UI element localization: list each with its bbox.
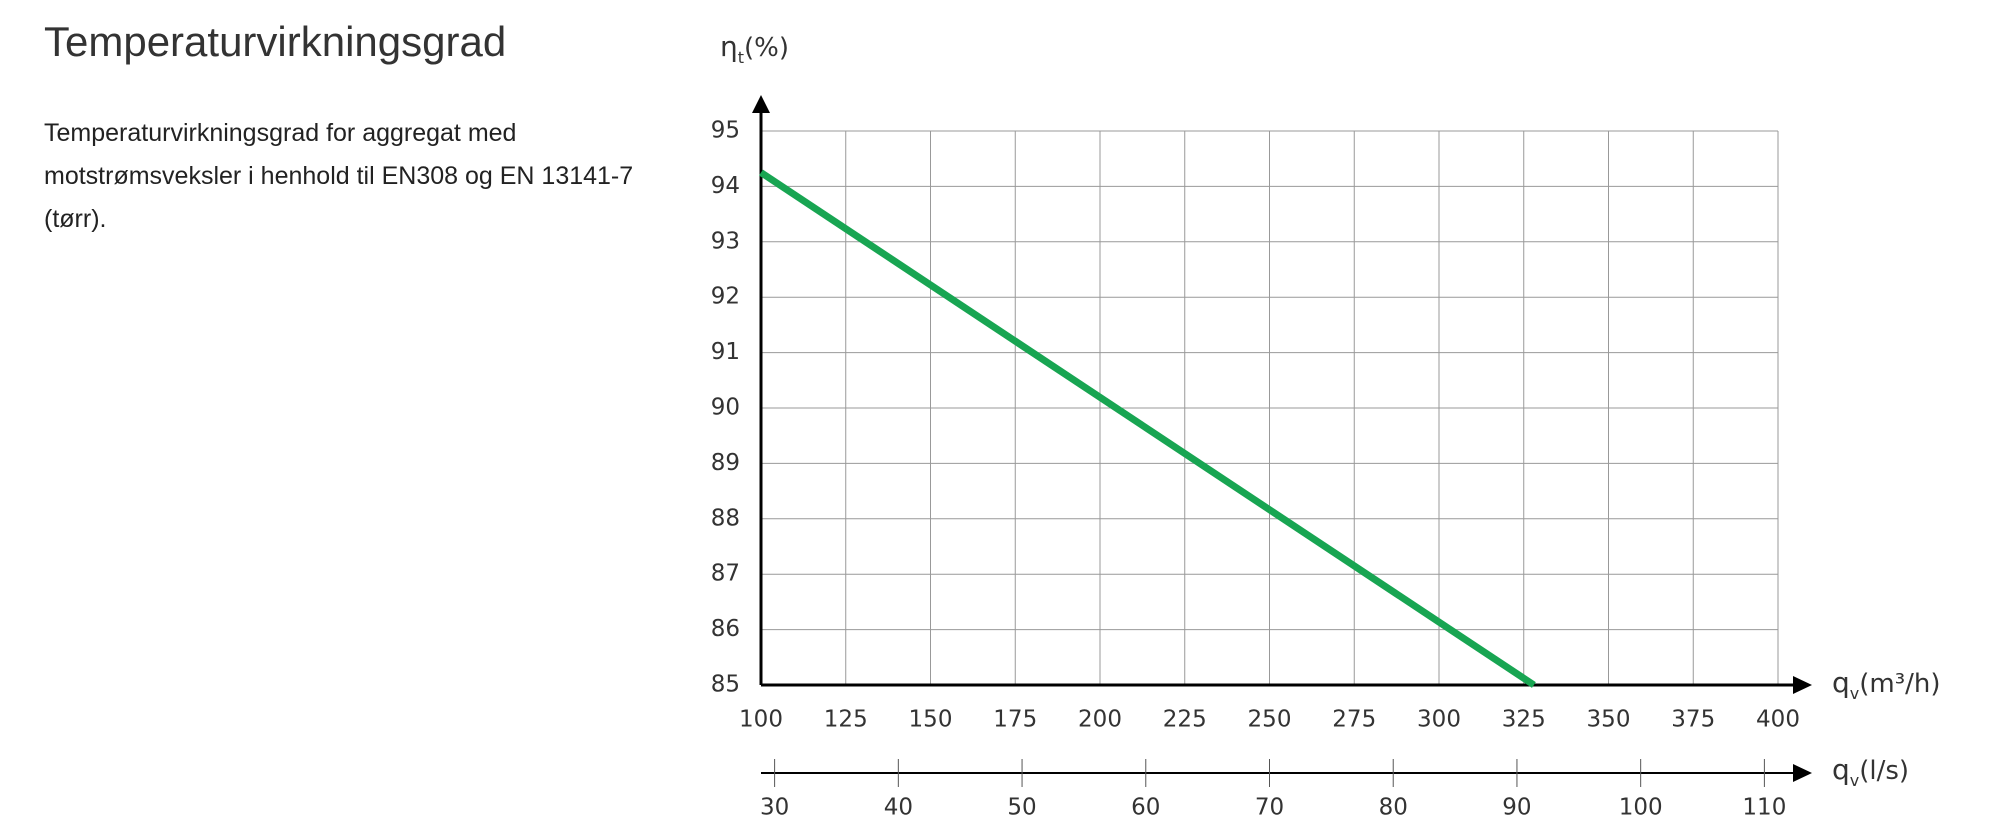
x-tick-label: 325 bbox=[1502, 707, 1546, 733]
x2-tick-label: 70 bbox=[1255, 795, 1284, 821]
x-axis-label-subscript: v bbox=[1850, 684, 1859, 703]
x-axis-label: qv(m³/h) bbox=[1832, 666, 1941, 703]
y-tick-label: 94 bbox=[711, 173, 740, 199]
data-line bbox=[759, 169, 1536, 688]
x2-tick-label: 60 bbox=[1131, 795, 1160, 821]
x-tick-label: 200 bbox=[1078, 707, 1122, 733]
y-axis-label-unit: (%) bbox=[744, 33, 789, 63]
x-axis-label-unit: (m³/h) bbox=[1859, 669, 1940, 699]
x-tick-label: 175 bbox=[993, 707, 1037, 733]
y-tick-label: 87 bbox=[711, 561, 740, 587]
x2-axis-label-symbol: q bbox=[1832, 753, 1850, 786]
y-tick-label: 93 bbox=[711, 228, 740, 254]
x2-axis-label: qv(l/s) bbox=[1832, 753, 1909, 790]
x2-tick-label: 50 bbox=[1007, 795, 1036, 821]
y-tick-label: 91 bbox=[711, 339, 740, 365]
x-tick-label: 375 bbox=[1671, 707, 1715, 733]
x-tick-label: 100 bbox=[739, 707, 783, 733]
x-tick-label: 250 bbox=[1248, 707, 1292, 733]
axis-arrow bbox=[1793, 764, 1812, 782]
y-tick-label: 92 bbox=[711, 284, 740, 310]
x2-tick-label: 30 bbox=[760, 795, 789, 821]
x2-tick-label: 40 bbox=[884, 795, 913, 821]
y-axis-label-subscript: t bbox=[738, 48, 744, 67]
x-tick-label: 150 bbox=[909, 707, 953, 733]
x-tick-label: 350 bbox=[1587, 707, 1631, 733]
axis-arrow bbox=[1793, 676, 1812, 694]
x2-axis-label-subscript: v bbox=[1850, 771, 1859, 790]
x2-tick-label: 100 bbox=[1619, 795, 1663, 821]
description: Temperaturvirkningsgrad for aggregat med… bbox=[44, 119, 634, 233]
x2-tick-label: 80 bbox=[1379, 795, 1408, 821]
y-tick-label: 85 bbox=[711, 672, 740, 698]
y-tick-label: 88 bbox=[711, 505, 740, 531]
x2-tick-label: 110 bbox=[1742, 795, 1786, 821]
axis-arrow bbox=[752, 95, 770, 113]
y-tick-label: 95 bbox=[711, 118, 740, 144]
x2-tick-label: 90 bbox=[1502, 795, 1531, 821]
heading: Temperaturvirkningsgrad bbox=[44, 18, 507, 65]
y-axis-label-symbol: η bbox=[720, 30, 738, 63]
y-tick-label: 90 bbox=[711, 395, 740, 421]
x-tick-label: 400 bbox=[1756, 707, 1800, 733]
x-axis-label-symbol: q bbox=[1832, 666, 1850, 699]
x2-axis-label-unit: (l/s) bbox=[1859, 756, 1909, 786]
y-axis-label: ηt(%) bbox=[720, 30, 789, 67]
y-tick-label: 86 bbox=[711, 616, 740, 642]
y-tick-label: 89 bbox=[711, 450, 740, 476]
x-tick-label: 225 bbox=[1163, 707, 1207, 733]
x-tick-label: 275 bbox=[1332, 707, 1376, 733]
x-tick-label: 125 bbox=[824, 707, 868, 733]
x-tick-label: 300 bbox=[1417, 707, 1461, 733]
